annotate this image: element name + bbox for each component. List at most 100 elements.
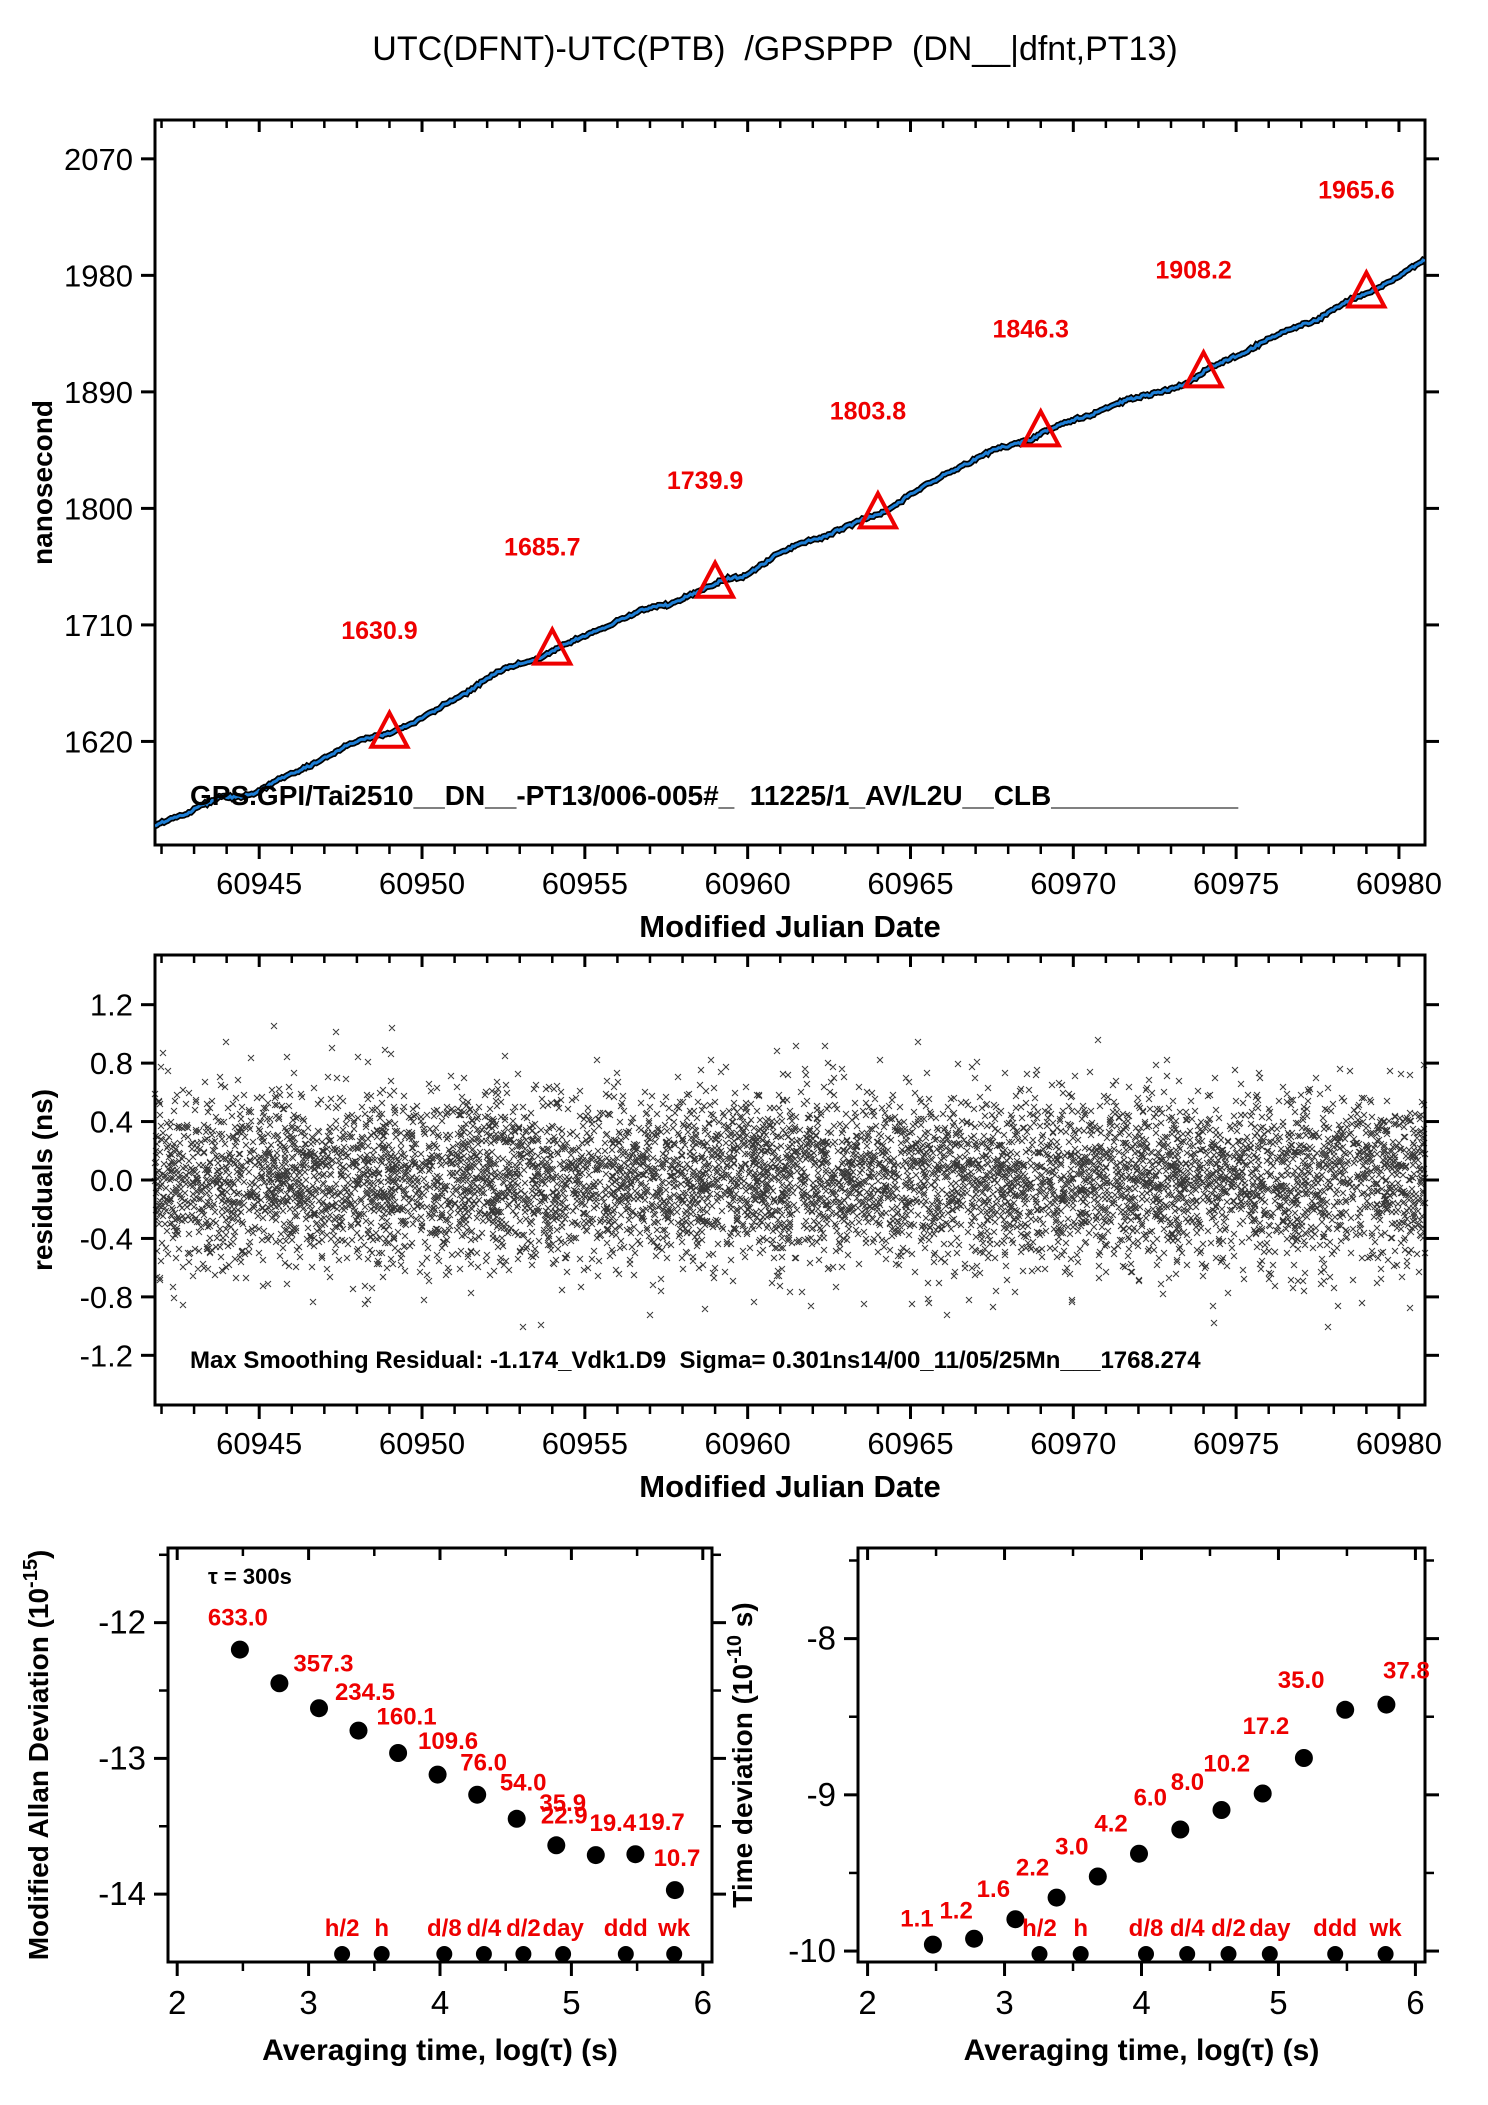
data-point <box>965 1929 984 1948</box>
time-scale-dot <box>1327 1946 1344 1962</box>
time-scale-markers: h/2 h d/8 d/4 d/2 day ddd wk <box>1022 1915 1402 1962</box>
residuals-chart-panel: 60945 60950 60955 60960 60965 60970 60975 60980… <box>27 953 1442 1504</box>
data-point <box>507 1809 526 1828</box>
x-tick-label: 4 <box>431 1984 449 2021</box>
time-scale-label: d/4 <box>1170 1915 1205 1942</box>
y-tick-label: -9 <box>807 1776 836 1813</box>
data-point <box>1377 1695 1396 1714</box>
time-scale-dot <box>373 1946 390 1962</box>
triangle-marker <box>1182 348 1225 389</box>
point-value-label: 19.4 <box>589 1810 636 1837</box>
y-tick-label: -10 <box>788 1932 836 1969</box>
link-id-annotation: GPS.GPI/Tai2510__DN__-PT13/006-005#_ 112… <box>190 780 1239 811</box>
point-value-label: 10.7 <box>654 1845 701 1872</box>
y-tick-label: 0.8 <box>90 1046 133 1081</box>
y-axis-title: Time deviation (10-10 s) <box>724 1602 758 1907</box>
point-value-label: 633.0 <box>208 1605 268 1632</box>
x-tick-label: 60975 <box>1193 1426 1279 1461</box>
data-point <box>1253 1784 1272 1803</box>
curve-outline <box>155 255 1425 829</box>
point-value-label: 76.0 <box>460 1750 507 1777</box>
x-tick-label: 60975 <box>1193 866 1279 901</box>
point-value-label: 8.0 <box>1171 1769 1204 1796</box>
x-tick-label: 6 <box>1406 1984 1424 2021</box>
data-point <box>923 1935 942 1954</box>
axis-ticks <box>844 1548 1439 1976</box>
x-tick-label: 60945 <box>216 1426 302 1461</box>
y-tick-label: -14 <box>98 1875 146 1912</box>
triangle-marker <box>368 708 411 749</box>
time-scale-label: d/8 <box>427 1915 462 1942</box>
point-value-label: 17.2 <box>1243 1713 1290 1740</box>
y-tick-label: -1.2 <box>80 1338 133 1373</box>
point-value-label: 6.0 <box>1134 1784 1167 1811</box>
x-tick-label: 5 <box>1269 1984 1287 2021</box>
marker-value-label: 1846.3 <box>993 315 1069 343</box>
tau-note: τ = 300s <box>208 1564 292 1589</box>
marker-value-label: 1739.9 <box>667 467 743 495</box>
point-value-label: 19.7 <box>638 1809 685 1836</box>
time-scale-dot <box>1377 1946 1394 1962</box>
triangle-marker <box>1019 407 1063 448</box>
time-scale-label: d/8 <box>1129 1915 1164 1942</box>
time-scale-dot <box>334 1946 351 1962</box>
y-tick-label: -8 <box>807 1620 836 1657</box>
time-scale-dot <box>1138 1946 1154 1962</box>
time-scale-dot <box>1179 1946 1196 1962</box>
data-point <box>310 1699 328 1718</box>
time-scale-label: wk <box>657 1915 691 1942</box>
y-tick-label: 1710 <box>64 608 133 643</box>
x-tick-label: 60965 <box>867 1426 953 1461</box>
x-tick-label: 4 <box>1132 1984 1150 2021</box>
point-value-label: 357.3 <box>293 1650 353 1677</box>
data-point <box>428 1765 447 1784</box>
residuals-scatter <box>151 1022 1429 1331</box>
y-axis-title: nanosecond <box>27 400 58 565</box>
point-value-label: 234.5 <box>335 1679 395 1706</box>
data-point <box>1006 1910 1025 1929</box>
data-point <box>230 1640 249 1659</box>
y-tick-label: 1890 <box>64 375 133 410</box>
data-point <box>1130 1844 1148 1863</box>
data-point <box>349 1721 368 1740</box>
point-value-label: 1.6 <box>977 1876 1010 1903</box>
x-tick-label: 60950 <box>379 1426 465 1461</box>
y-tick-label: 2070 <box>64 142 133 177</box>
point-value-label: 109.6 <box>418 1728 478 1755</box>
point-value-label: 35.0 <box>1278 1667 1325 1694</box>
x-tick-label: 2 <box>858 1984 876 2021</box>
data-point <box>1088 1867 1107 1886</box>
y-tick-label: 1620 <box>64 724 133 759</box>
tdev-chart-panel: 2 3 4 5 6 -8 -9 -10 Averaging time, log(τ) (s) Ti… <box>724 1546 1439 2067</box>
time-scale-label: h <box>374 1915 389 1942</box>
x-tick-label: 60955 <box>542 1426 628 1461</box>
x-tick-label: 60980 <box>1356 1426 1442 1461</box>
marker-value-label: 1908.2 <box>1155 256 1231 284</box>
triangle-marker <box>530 625 574 666</box>
time-scale-label: ddd <box>604 1915 648 1942</box>
time-scale-dot <box>1220 1946 1237 1962</box>
time-scale-dot <box>515 1946 532 1962</box>
time-scale-label: ddd <box>1313 1915 1357 1942</box>
x-tick-label: 60945 <box>216 866 302 901</box>
marker-value-label: 1630.9 <box>341 617 417 645</box>
time-scale-label: h/2 <box>1022 1915 1057 1942</box>
time-scale-dot <box>436 1946 453 1962</box>
time-scale-dot <box>475 1946 492 1962</box>
point-value-label: 160.1 <box>377 1704 437 1731</box>
plot-border <box>153 118 1427 847</box>
x-tick-label: 60970 <box>1030 1426 1116 1461</box>
data-point <box>547 1836 566 1855</box>
y-tick-label: -13 <box>98 1739 146 1776</box>
data-point <box>1294 1749 1313 1767</box>
x-tick-label: 3 <box>299 1984 317 2021</box>
x-axis-title: Modified Julian Date <box>639 909 940 944</box>
y-tick-label: -0.4 <box>80 1221 133 1256</box>
point-value-label: 1.1 <box>900 1906 933 1933</box>
page-title: UTC(DFNT)-UTC(PTB) /GPSPPP (DN__|dfnt,PT… <box>372 30 1178 68</box>
time-scale-label: d/2 <box>506 1915 541 1942</box>
phase-chart-panel: 60945 60950 60955 60960 60965 60970 60975 60980… <box>27 118 1442 944</box>
time-scale-label: day <box>542 1915 584 1942</box>
